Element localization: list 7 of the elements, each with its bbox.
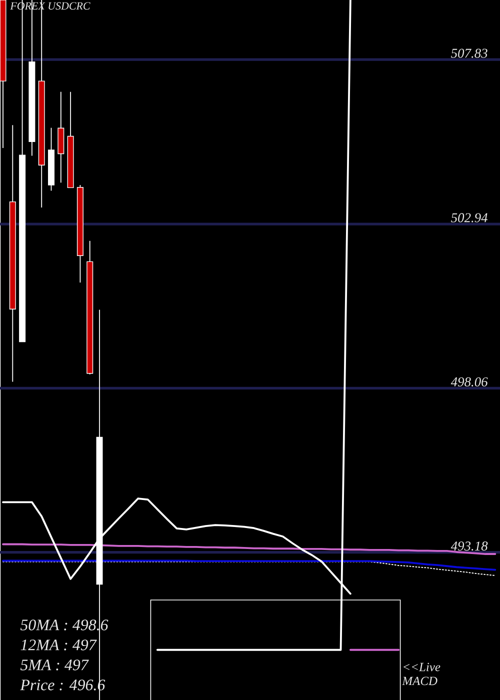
y-tick-label: 502.94	[451, 213, 488, 222]
y-tick-label: 507.83	[451, 48, 488, 58]
y-tick-label: 493.18	[450, 541, 488, 551]
annotation: 12MA : 497	[20, 640, 97, 650]
y-tick-label: 498.06	[450, 377, 488, 386]
annotation: 5MA : 497	[20, 660, 89, 670]
annotation: <<Live MACD	[402, 662, 440, 686]
